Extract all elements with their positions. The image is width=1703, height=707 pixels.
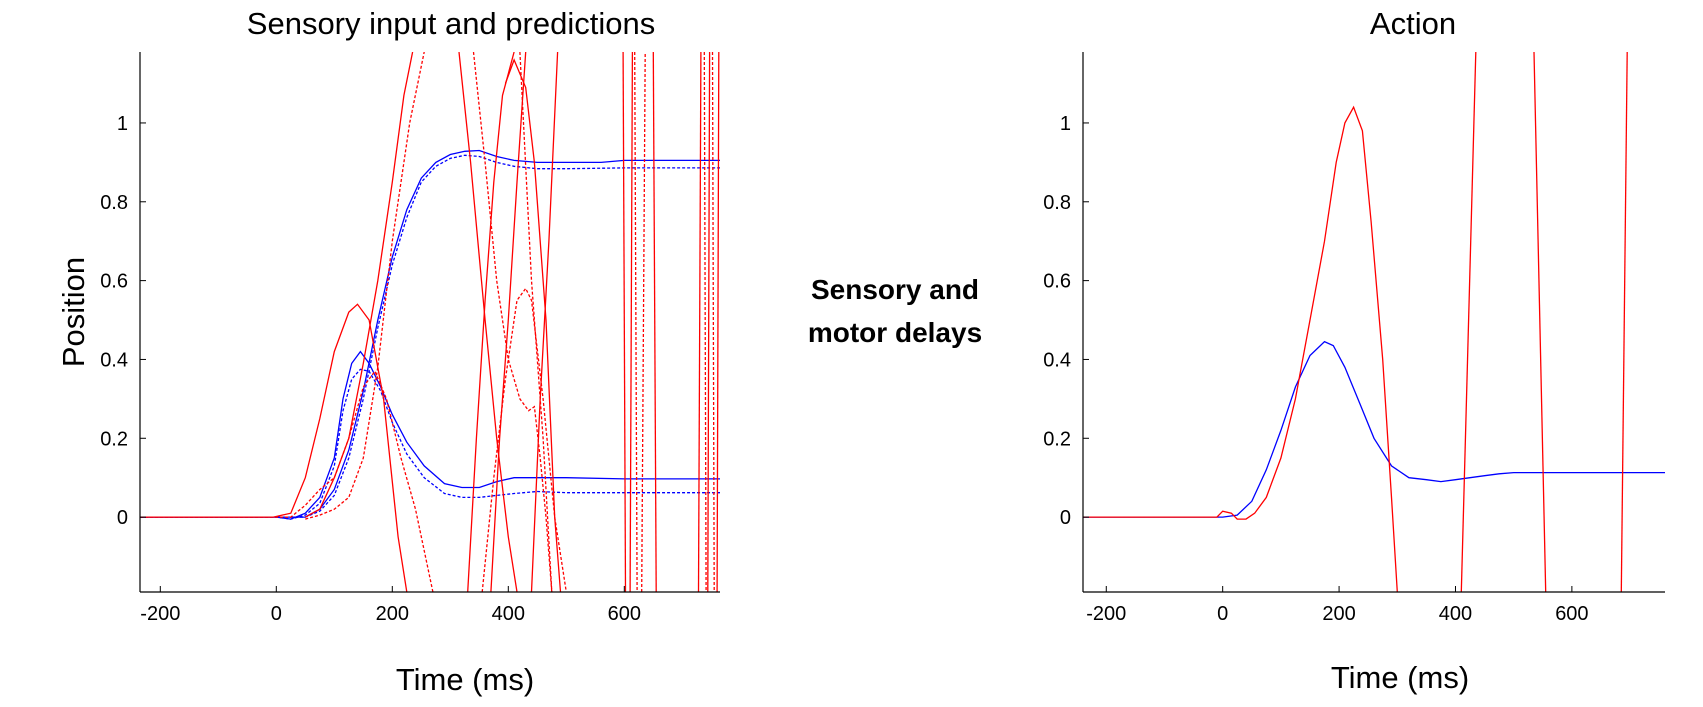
series-line <box>1533 52 1547 592</box>
x-tick-label: 600 <box>1555 603 1588 625</box>
series-line <box>140 350 720 520</box>
delay-annotation: Sensory and motor delays <box>780 268 1010 354</box>
y-tick-label: 0.8 <box>100 192 128 214</box>
x-tick-label: 0 <box>1217 603 1228 625</box>
series-line <box>622 52 627 592</box>
y-axis-label: Position <box>56 257 91 367</box>
y-tick-label: 0 <box>1060 507 1071 529</box>
series-line <box>504 58 562 592</box>
series-line <box>716 52 720 592</box>
y-tick-label: 0.6 <box>100 271 128 293</box>
series-line <box>629 52 634 592</box>
x-tick-label: 0 <box>271 603 282 625</box>
series-line <box>140 369 434 592</box>
y-tick-label: 0.4 <box>1043 349 1071 371</box>
plot-area: -200 0 200 400 600 0 0.2 0.4 0.6 0.8 1 <box>100 52 720 625</box>
x-axis-label: Time (ms) <box>396 662 534 697</box>
x-axis-label: Time (ms) <box>1331 660 1469 695</box>
x-tick-label: 400 <box>492 603 525 625</box>
series-line <box>641 52 646 592</box>
chart-title: Sensory input and predictions <box>247 6 655 41</box>
series-line <box>305 52 425 520</box>
x-tick-label: 200 <box>1322 603 1355 625</box>
series-line <box>304 52 414 518</box>
y-tick-label: 0 <box>117 507 128 529</box>
series-line <box>140 303 408 592</box>
series-line <box>697 52 702 592</box>
delay-annotation-line1: Sensory and <box>810 274 980 305</box>
series-line <box>467 52 515 592</box>
plot-area: -200 0 200 400 600 0 0.2 0.4 0.6 0.8 1 <box>1043 52 1665 625</box>
x-tick-label: 600 <box>608 603 641 625</box>
series-line <box>1083 105 1398 592</box>
chart-action-panel: Action Time (ms) -200 0 200 400 600 0 0.2 0.4 0.… <box>1043 6 1665 695</box>
series-line <box>140 368 720 520</box>
series-group <box>140 52 720 592</box>
x-tick-label: -200 <box>1086 603 1126 625</box>
y-tick-label: 0.6 <box>1043 271 1071 293</box>
series-line <box>634 52 638 592</box>
y-tick-label: 1 <box>1060 113 1071 135</box>
series-group <box>1083 52 1665 592</box>
series-line <box>652 52 657 592</box>
x-tick-label: -200 <box>140 603 180 625</box>
series-line <box>1083 340 1665 518</box>
y-tick-label: 0.2 <box>1043 428 1071 450</box>
series-line <box>1620 52 1628 592</box>
series-line <box>490 52 527 592</box>
series-line <box>711 52 715 592</box>
series-line <box>707 52 711 592</box>
y-tick-label: 0.4 <box>100 349 128 371</box>
series-line <box>519 52 553 592</box>
delay-annotation-line2: motor delays <box>807 317 983 348</box>
x-tick-label: 200 <box>376 603 409 625</box>
chart-sensory-panel: Sensory input and predictions Time (ms) … <box>56 6 720 697</box>
series-line <box>140 154 720 518</box>
y-tick-label: 1 <box>117 113 128 135</box>
series-line <box>140 149 720 518</box>
series-line <box>530 52 559 592</box>
chart-title: Action <box>1370 6 1456 41</box>
series-line <box>703 52 707 592</box>
series-line <box>1460 52 1477 592</box>
y-tick-label: 0.8 <box>1043 192 1071 214</box>
series-line <box>481 287 567 592</box>
y-tick-label: 0.2 <box>100 428 128 450</box>
x-tick-label: 400 <box>1439 603 1472 625</box>
series-line <box>458 52 518 592</box>
